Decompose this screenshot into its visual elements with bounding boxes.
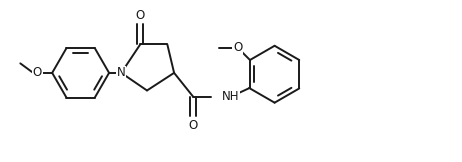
- Text: O: O: [188, 119, 198, 132]
- Text: O: O: [233, 41, 243, 54]
- Text: O: O: [33, 66, 42, 79]
- Text: NH: NH: [221, 90, 239, 103]
- Text: O: O: [136, 9, 145, 23]
- Text: N: N: [117, 66, 126, 79]
